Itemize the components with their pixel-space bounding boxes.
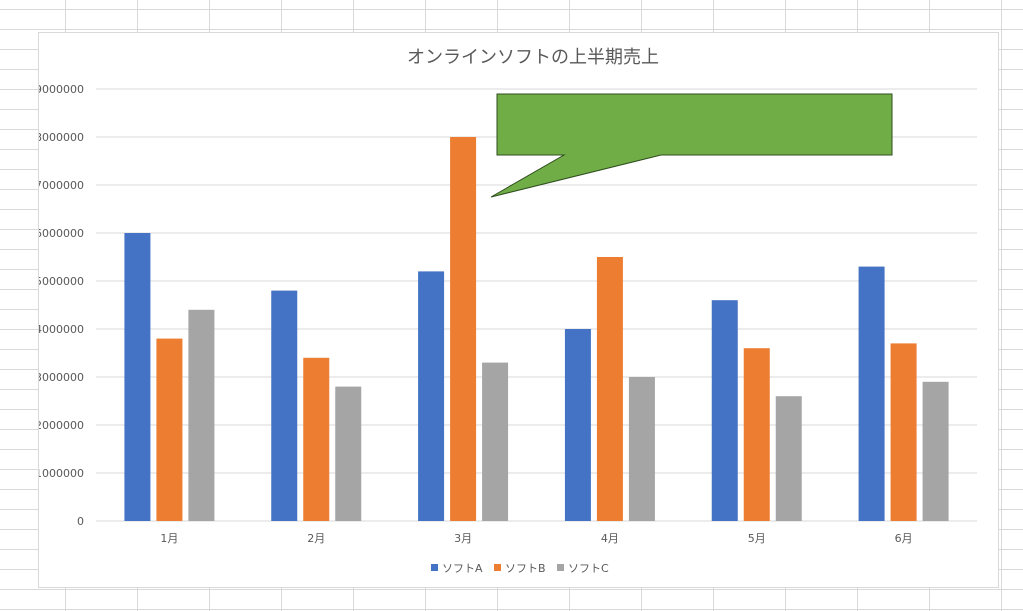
- bar-2-3: [450, 137, 477, 521]
- bar-3-2: [335, 386, 362, 521]
- y-axis-ticks: 0 1000000 2000000 3000000 4000000 5000000 6000…: [39, 83, 84, 528]
- bar-2-5: [743, 348, 770, 521]
- bar-3-5: [775, 396, 802, 521]
- x-tick-label: 1月: [160, 532, 178, 545]
- bar-2-1: [156, 338, 183, 521]
- legend-swatch: [557, 564, 564, 571]
- legend: ソフトA ソフトB ソフトC: [431, 562, 609, 575]
- y-tick-label: 5000000: [39, 275, 84, 288]
- legend-swatch: [494, 564, 501, 571]
- y-tick-label: 4000000: [39, 323, 84, 336]
- chart-svg: オンラインソフトの上半期売上 0 1000000 2000000 3000000 400…: [39, 47, 977, 575]
- x-tick-label: 4月: [601, 532, 619, 545]
- bar-2-4: [596, 257, 623, 521]
- y-tick-label: 3000000: [39, 371, 84, 384]
- bar-3-4: [628, 377, 655, 521]
- bar-1-1: [124, 233, 151, 521]
- y-tick-label: 9000000: [39, 83, 84, 96]
- bar-3-6: [922, 381, 949, 521]
- chart-title: オンラインソフトの上半期売上: [407, 47, 659, 68]
- y-tick-label: 8000000: [39, 131, 84, 144]
- bar-2-2: [303, 357, 330, 521]
- bar-2-6: [890, 343, 917, 521]
- y-tick-label: 1000000: [39, 467, 84, 480]
- bar-1-6: [858, 266, 885, 521]
- callout-speech-bubble[interactable]: [490, 93, 893, 198]
- chart-area[interactable]: オンラインソフトの上半期売上 0 1000000 2000000 3000000 400…: [38, 32, 999, 588]
- bar-3-3: [482, 362, 509, 521]
- bar-1-5: [711, 300, 738, 521]
- bar-1-3: [418, 271, 445, 521]
- legend-label: ソフトA: [442, 562, 483, 575]
- legend-label: ソフトC: [568, 562, 609, 575]
- bars: [124, 137, 949, 521]
- legend-label: ソフトB: [505, 562, 546, 575]
- x-tick-label: 3月: [454, 532, 472, 545]
- bar-3-1: [188, 309, 215, 521]
- x-tick-label: 2月: [307, 532, 325, 545]
- callout-shape[interactable]: [490, 93, 893, 198]
- y-tick-label: 7000000: [39, 179, 84, 192]
- y-tick-label: 6000000: [39, 227, 84, 240]
- bar-1-2: [271, 290, 298, 521]
- x-tick-label: 5月: [748, 532, 766, 545]
- y-tick-label: 2000000: [39, 419, 84, 432]
- y-tick-label: 0: [77, 515, 84, 528]
- x-axis-ticks: 1月 2月 3月 4月 5月 6月: [160, 532, 912, 545]
- legend-swatch: [431, 564, 438, 571]
- bar-1-4: [564, 329, 591, 521]
- x-tick-label: 6月: [895, 532, 913, 545]
